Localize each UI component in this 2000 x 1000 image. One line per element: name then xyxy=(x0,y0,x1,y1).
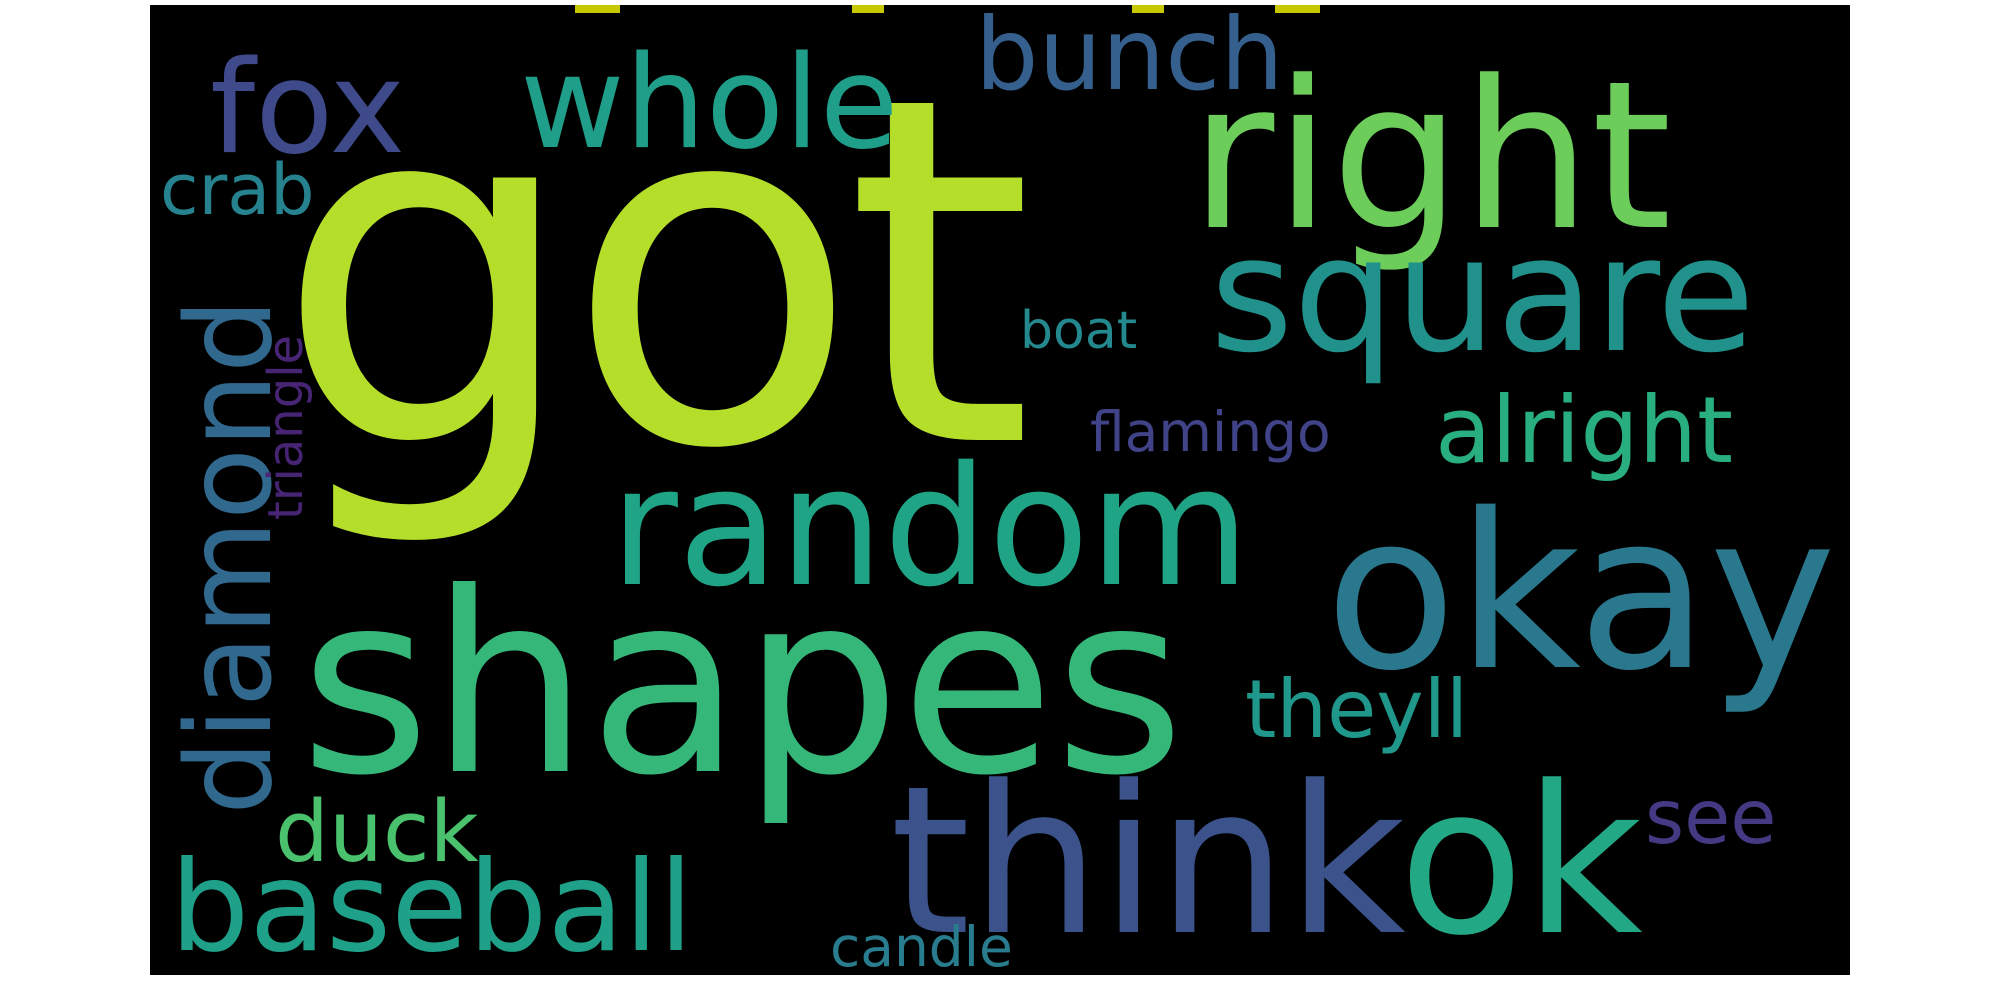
word-see: see xyxy=(1645,773,1777,861)
word-okay: okay xyxy=(1325,467,1837,718)
word-cloud-canvas: got right whole fox bunch crab square bo… xyxy=(150,5,1850,975)
word-crab: crab xyxy=(160,149,315,231)
word-square: square xyxy=(1210,201,1756,388)
word-shapes: shapes xyxy=(300,539,1185,830)
word-thinkok-think: think xyxy=(890,743,1399,975)
word-thinkok: thinkok xyxy=(890,760,1643,965)
clipped-word-fragment xyxy=(1275,5,1320,13)
word-right: right xyxy=(1190,38,1672,276)
word-theyll: theyll xyxy=(1245,663,1469,756)
word-bunch: bunch xyxy=(975,5,1284,113)
word-flamingo: flamingo xyxy=(1090,400,1331,464)
word-baseball: baseball xyxy=(170,835,694,975)
clipped-word-fragment xyxy=(852,5,884,13)
word-got: got xyxy=(275,5,1034,554)
word-random: random xyxy=(610,431,1250,623)
word-fox: fox xyxy=(210,34,406,183)
clipped-word-fragment xyxy=(575,5,620,13)
clipped-word-fragment xyxy=(1132,5,1164,13)
word-whole: whole xyxy=(520,29,899,178)
word-triangle: triangle xyxy=(258,334,314,520)
word-duck: duck xyxy=(275,783,479,882)
word-thinkok-ok: ok xyxy=(1398,743,1643,975)
word-boat: boat xyxy=(1020,301,1138,361)
word-alright: alright xyxy=(1435,377,1734,484)
word-candle: candle xyxy=(830,915,1013,975)
